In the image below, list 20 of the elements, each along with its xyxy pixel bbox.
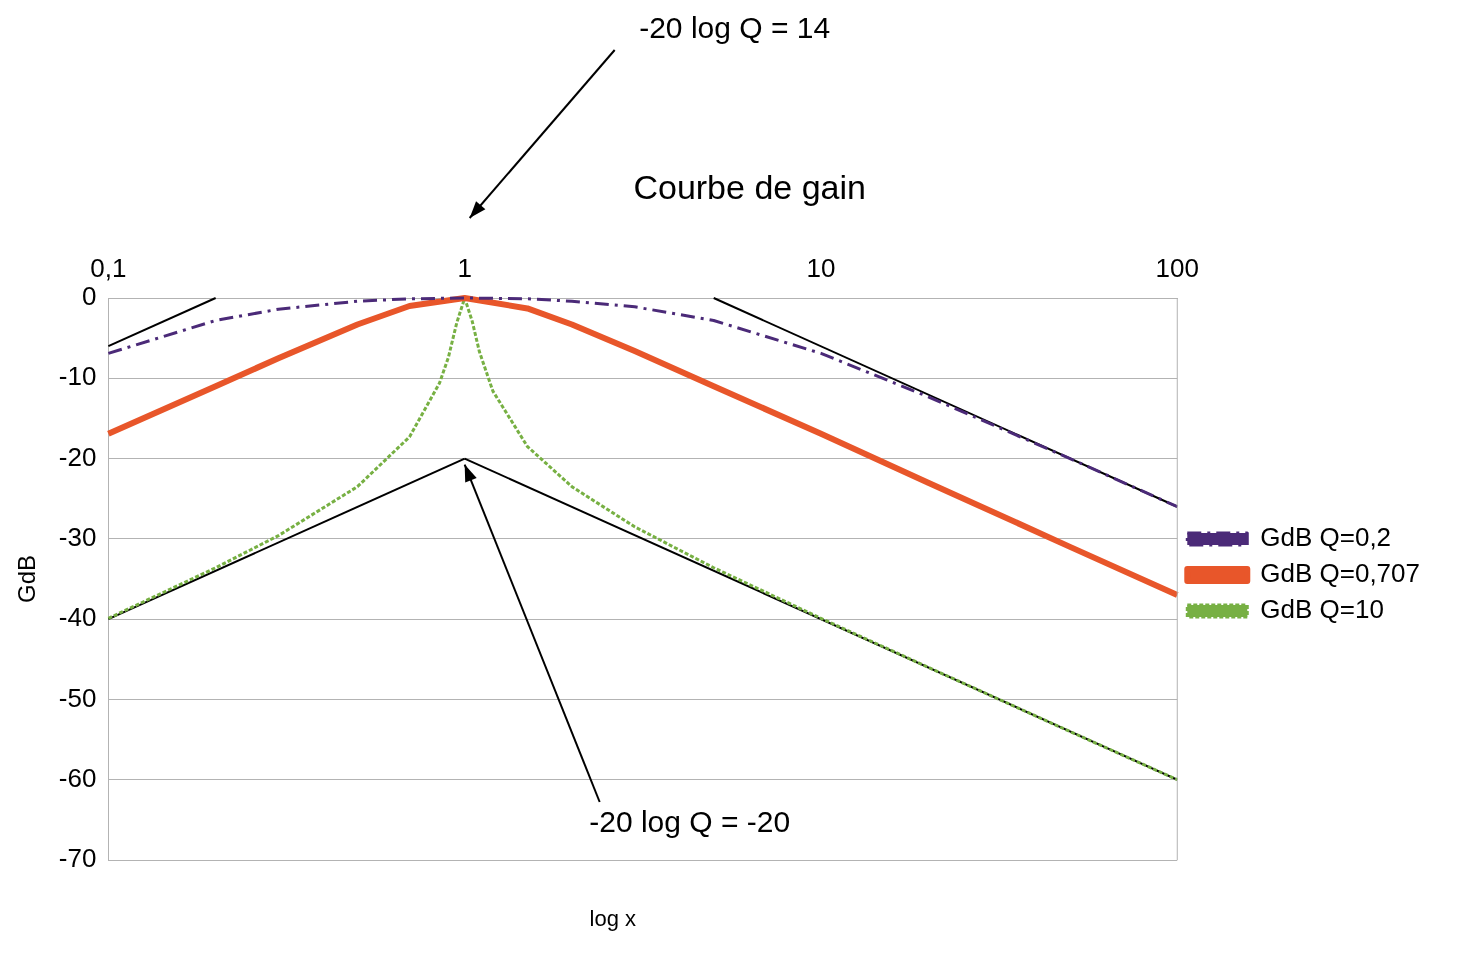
y-tick-label: -70 <box>58 843 97 874</box>
legend-label: GdB Q=0,707 <box>1260 558 1421 589</box>
y-tick-label: -30 <box>58 522 97 553</box>
annotation: -20 log Q = -20 <box>589 805 791 839</box>
text: -20 log Q = 14 <box>639 11 831 45</box>
chart-title: Courbe de gain <box>633 168 866 207</box>
x-tick-label: 1 <box>457 253 472 284</box>
y-axis-title: GdB <box>13 554 41 604</box>
legend-label: GdB Q=0,2 <box>1260 522 1392 553</box>
y-tick-label: -40 <box>58 602 97 633</box>
legend-label: GdB Q=10 <box>1260 594 1384 625</box>
x-tick-label: 100 <box>1155 253 1199 284</box>
y-tick-label: 0 <box>81 281 97 312</box>
x-axis-title: log x <box>589 906 637 932</box>
y-tick-label: -20 <box>58 441 97 472</box>
y-tick-label: -60 <box>58 762 97 793</box>
y-tick-label: -10 <box>58 361 97 392</box>
x-tick-label: 0,1 <box>90 253 127 284</box>
y-tick-label: -50 <box>58 682 97 713</box>
x-tick-label: 10 <box>806 253 836 284</box>
